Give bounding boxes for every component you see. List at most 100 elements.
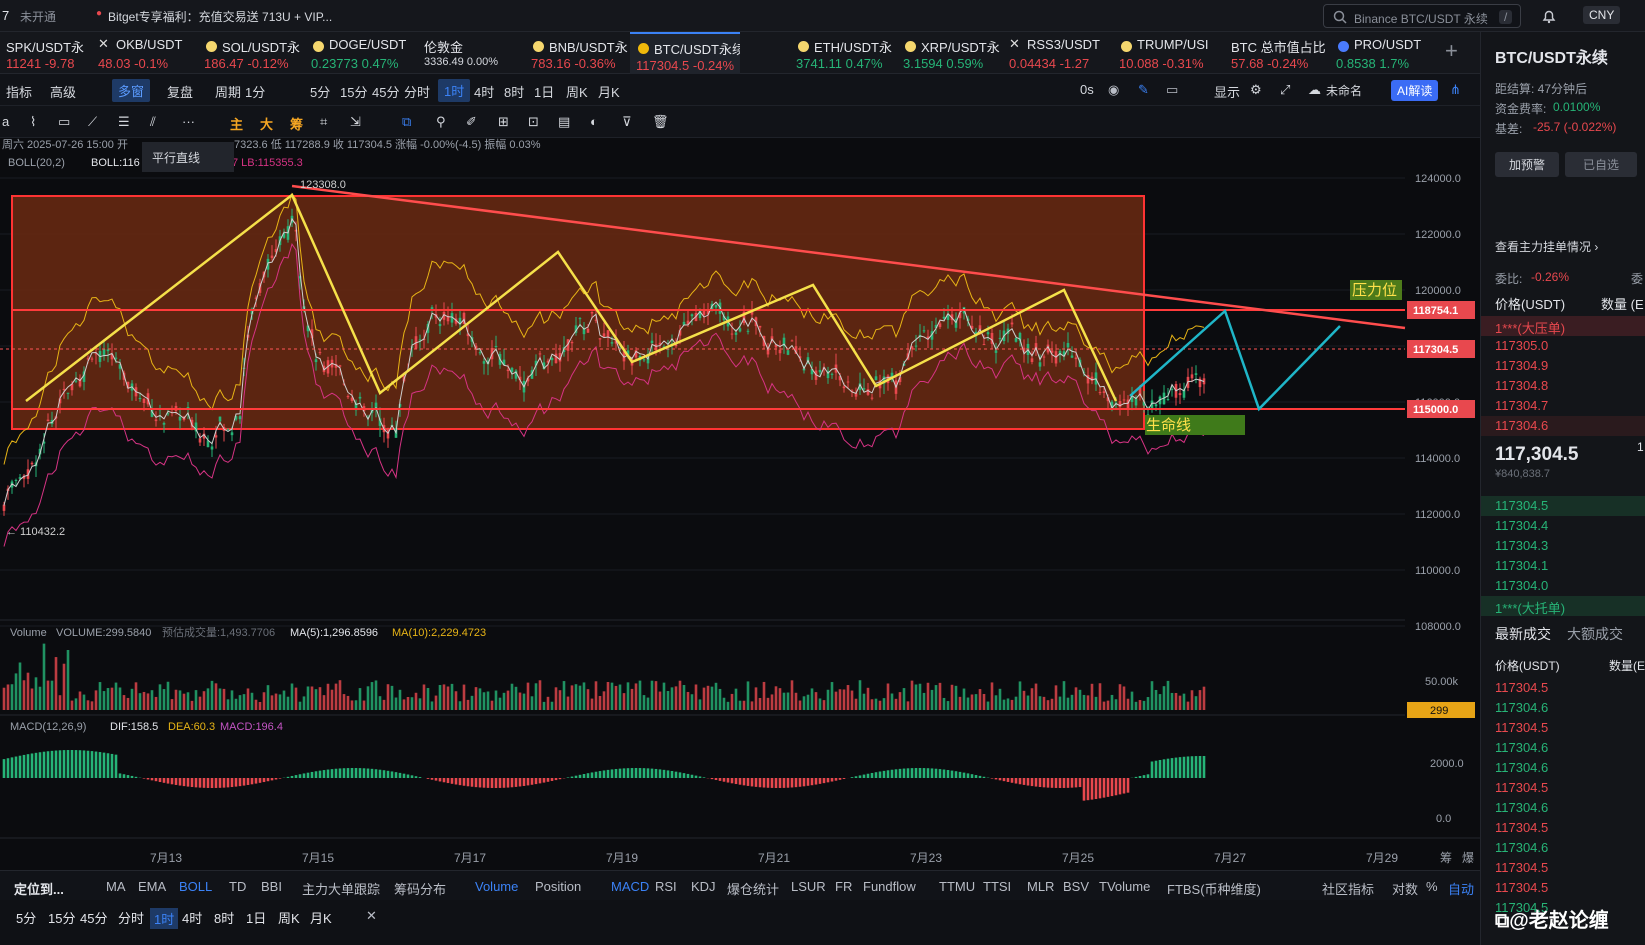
ticker-2[interactable]: SOL/USDT永 186.47 -0.12%	[198, 32, 305, 74]
sub-indicator-5[interactable]: 爆仓统计	[727, 882, 780, 897]
ticker-0[interactable]: SPK/USDT永 11241 -9.78	[0, 32, 92, 74]
lock-icon[interactable]: ⊡	[528, 114, 539, 129]
sub-indicator-4[interactable]: KDJ	[691, 879, 716, 894]
sub-indicator-1[interactable]: Position	[535, 879, 582, 894]
quick-timeframe-6[interactable]: 8时	[214, 911, 235, 926]
share-icon[interactable]: ⋔	[1450, 82, 1461, 97]
toolbar-item-5[interactable]: 1分	[245, 85, 266, 100]
bid-price[interactable]: 117304.0	[1495, 578, 1549, 593]
rect-icon[interactable]: ▭	[58, 114, 71, 129]
bid-price[interactable]: 1***(大托单)	[1495, 601, 1566, 616]
ask-price[interactable]: 117304.8	[1495, 378, 1549, 393]
ticker-8[interactable]: XRP/USDT永 3.1594 0.59%	[897, 32, 1003, 74]
main-indicator-0[interactable]: 定位到...	[14, 882, 64, 897]
auto-toggle[interactable]: 自动	[1448, 882, 1475, 897]
sub-indicator-3[interactable]: RSI	[655, 879, 677, 894]
bid-price[interactable]: 117304.3	[1495, 538, 1549, 553]
cursor-icon[interactable]: a	[2, 114, 10, 129]
indicator-shortcut-2[interactable]: 筹	[290, 117, 304, 132]
camera-icon[interactable]: ◉	[1108, 82, 1120, 97]
more-icon[interactable]: ···	[182, 114, 195, 129]
tab-large-trades[interactable]: 大额成交	[1567, 626, 1623, 642]
search-box[interactable]: Binance BTC/USDT 永续 /	[1323, 4, 1521, 28]
toolbar-item-10[interactable]: 1时	[438, 79, 471, 102]
hline-icon[interactable]: ☰	[118, 114, 130, 129]
sub-indicator-9[interactable]: TTMU	[939, 879, 976, 894]
toolbar-item-11[interactable]: 4时	[474, 85, 495, 100]
indicator-shortcut-1[interactable]: 大	[260, 117, 274, 132]
measure-icon[interactable]: ⇲	[350, 114, 361, 129]
link-icon[interactable]: ⚲	[436, 114, 446, 129]
toolbar-item-8[interactable]: 45分	[372, 85, 400, 100]
pencil-icon[interactable]: ✎	[1138, 82, 1149, 97]
magnet-icon[interactable]: ⌗	[320, 114, 328, 129]
sub-indicator-11[interactable]: MLR	[1027, 879, 1055, 894]
account-status[interactable]: 未开通	[20, 10, 57, 24]
ticker-11[interactable]: BTC 总市值占比 (57.68 -0.24%	[1225, 32, 1330, 74]
ticker-5[interactable]: BNB/USDT永 783.16 -0.36%	[525, 32, 630, 74]
sub-indicator-13[interactable]: TVolume	[1099, 879, 1151, 894]
toolbar-item-13[interactable]: 1日	[534, 85, 555, 100]
main-indicator-6[interactable]: 主力大单跟踪	[302, 882, 381, 897]
quick-timeframe-7[interactable]: 1日	[246, 911, 267, 926]
toolbar-item-7[interactable]: 15分	[340, 85, 368, 100]
quick-timeframe-8[interactable]: 周K	[278, 911, 300, 926]
quick-timeframe-5[interactable]: 4时	[182, 911, 203, 926]
window-icon[interactable]: ▭	[1166, 82, 1179, 97]
ask-price[interactable]: 117304.7	[1495, 398, 1549, 413]
fullscreen-icon[interactable]: ⤢	[1280, 82, 1291, 97]
toolbar-item-4[interactable]: 周期	[215, 85, 242, 100]
sub-indicator-7[interactable]: FR	[835, 879, 853, 894]
layers-icon[interactable]: ▤	[558, 114, 571, 129]
quick-timeframe-2[interactable]: 45分	[80, 911, 108, 926]
chip-icon[interactable]: 筹	[1440, 851, 1452, 865]
promo-link[interactable]: Bitget专享福利：充值交易送 713U + VIP...	[108, 10, 333, 24]
log-toggle[interactable]: 对数	[1392, 882, 1419, 897]
ask-price[interactable]: 117305.0	[1495, 338, 1549, 353]
bid-price[interactable]: 117304.1	[1495, 558, 1549, 573]
toolbar-item-2[interactable]: 多窗	[112, 79, 151, 102]
main-indicator-3[interactable]: BOLL	[179, 879, 213, 894]
main-orders-link[interactable]: 查看主力挂单情况 ›	[1495, 240, 1599, 254]
toolbar-item-3[interactable]: 复盘	[167, 85, 194, 100]
liquidation-icon[interactable]: 爆	[1462, 851, 1474, 865]
bid-price[interactable]: 117304.4	[1495, 518, 1549, 533]
quick-timeframe-3[interactable]: 分时	[118, 911, 145, 926]
sub-indicator-10[interactable]: TTSI	[983, 879, 1012, 894]
wave-icon[interactable]: ⌇	[30, 114, 37, 129]
kline-chart[interactable]: 124000.0122000.0120000.0118000.0116000.0…	[0, 138, 1480, 870]
bell-icon[interactable]	[1541, 8, 1557, 24]
trash-icon[interactable]: 🗑	[652, 114, 669, 129]
main-indicator-4[interactable]: TD	[229, 879, 247, 894]
ai-button[interactable]: AI解读	[1391, 80, 1439, 101]
close-x-icon[interactable]: ✕	[98, 36, 109, 51]
eye-icon[interactable]: ◐	[590, 114, 598, 129]
close-x-icon[interactable]: ✕	[1009, 36, 1020, 51]
ask-price[interactable]: 117304.6	[1495, 418, 1549, 433]
main-indicator-1[interactable]: MA	[106, 879, 126, 894]
add-ticker-icon[interactable]: +	[1445, 38, 1458, 63]
watchlist-button[interactable]: 已自选	[1565, 152, 1638, 177]
indicator-shortcut-0[interactable]: 主	[230, 117, 244, 132]
toolbar-item-15[interactable]: 月K	[598, 85, 620, 100]
ticker-10[interactable]: TRUMP/USI 10.088 -0.31%	[1113, 32, 1223, 74]
ticker-12[interactable]: PRO/USDT 0.8538 1.7%	[1330, 32, 1440, 74]
brush-icon[interactable]: ✐	[466, 114, 477, 129]
quick-timeframe-1[interactable]: 15分	[48, 911, 76, 926]
quick-timeframe-9[interactable]: 月K	[310, 911, 332, 926]
ask-price[interactable]: 1***(大压单)	[1495, 321, 1566, 336]
tab-latest-trades[interactable]: 最新成交	[1495, 626, 1551, 642]
close-icon[interactable]: ✕	[366, 908, 377, 923]
toolbar-item-14[interactable]: 周K	[566, 85, 588, 100]
toolbar-item-12[interactable]: 8时	[504, 85, 525, 100]
alert-button[interactable]: 加预警	[1495, 152, 1560, 177]
ticker-4[interactable]: 伦敦金 3336.49 0.00%	[418, 32, 525, 74]
ticker-7[interactable]: ETH/USDT永 3741.11 0.47%	[790, 32, 897, 74]
display-button[interactable]: 显示	[1214, 85, 1241, 100]
cloud-icon[interactable]: ☁	[1308, 82, 1321, 97]
sub-indicator-2[interactable]: MACD	[611, 879, 650, 894]
toolbar-item-9[interactable]: 分时	[404, 85, 431, 100]
copy-icon[interactable]: ⧉	[402, 114, 412, 129]
community-indicator[interactable]: 社区指标	[1322, 882, 1375, 897]
currency-select[interactable]: CNY	[1583, 6, 1621, 24]
